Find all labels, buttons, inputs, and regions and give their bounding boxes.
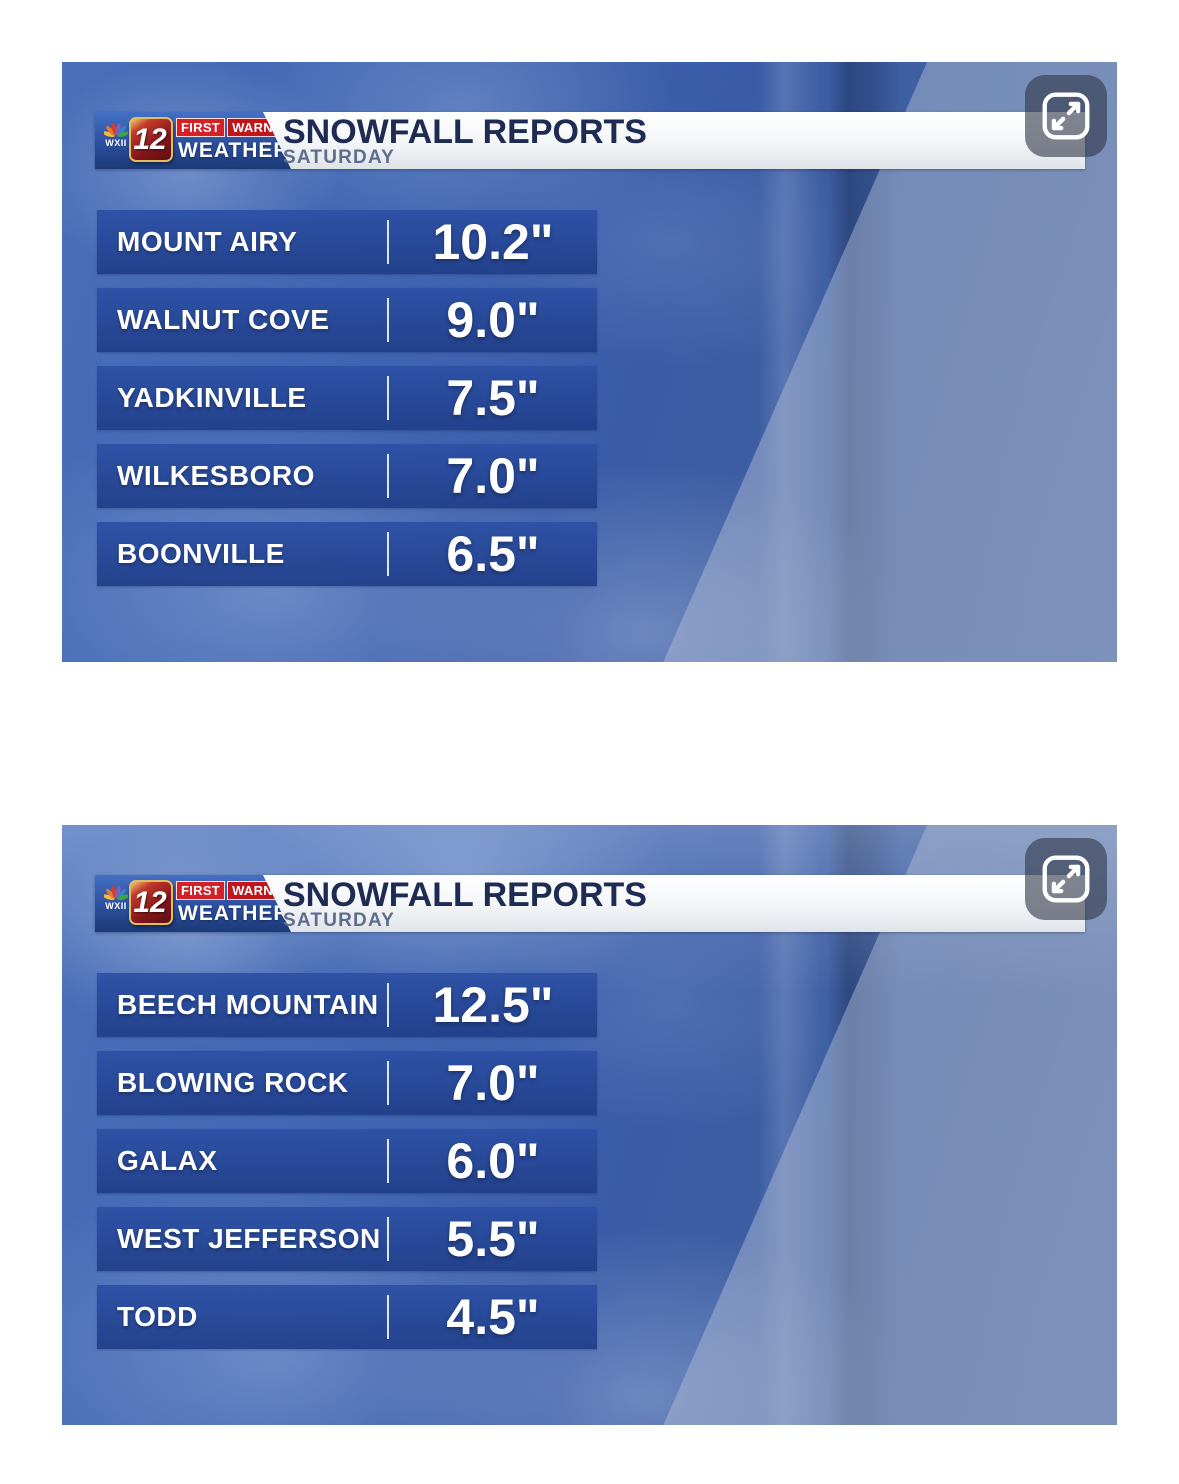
graphic-subtitle: SATURDAY (283, 910, 396, 931)
snowfall-graphic-1: WXII 12 FIRST WARNING WEATHER SNOWFALL R… (62, 62, 1117, 662)
snowfall-graphic-2: WXII 12 FIRST WARNING WEATHER SNOWFALL R… (62, 825, 1117, 1425)
expand-arrows-icon (1042, 855, 1090, 903)
expand-button[interactable] (1025, 75, 1107, 157)
table-row: TODD 4.5" (97, 1285, 597, 1349)
snowfall-amount: 6.0" (446, 1133, 540, 1189)
table-row: BOONVILLE 6.5" (97, 522, 597, 586)
channel-12-badge: 12 (129, 880, 173, 925)
location-label: WILKESBORO (117, 460, 315, 491)
nbc-peacock-icon (104, 122, 128, 137)
expand-button[interactable] (1025, 838, 1107, 920)
row-divider (387, 1295, 389, 1339)
snowfall-amount: 5.5" (446, 1211, 540, 1267)
snowfall-amount: 7.5" (446, 370, 540, 426)
location-label: WALNUT COVE (117, 304, 330, 335)
snowfall-amount: 6.5" (446, 526, 540, 582)
graphic-title: SNOWFALL REPORTS (283, 113, 647, 151)
location-label: BEECH MOUNTAIN (117, 989, 379, 1020)
row-divider (387, 454, 389, 498)
location-label: BLOWING ROCK (117, 1067, 349, 1098)
location-label: BOONVILLE (117, 538, 285, 569)
station-logo-box: WXII 12 FIRST WARNING WEATHER (95, 875, 291, 932)
snowfall-amount: 9.0" (446, 292, 540, 348)
table-row: WEST JEFFERSON 5.5" (97, 1207, 597, 1271)
snowfall-amount: 7.0" (446, 1055, 540, 1111)
title-block: SNOWFALL REPORTS SATURDAY (283, 876, 647, 931)
call-letters: WXII (105, 138, 127, 148)
channel-number: 12 (133, 885, 167, 919)
snowfall-amount: 7.0" (446, 448, 540, 504)
row-divider (387, 1061, 389, 1105)
snowfall-amount: 4.5" (446, 1289, 540, 1345)
row-divider (387, 1217, 389, 1261)
location-label: MOUNT AIRY (117, 226, 298, 257)
location-label: YADKINVILLE (117, 382, 307, 413)
title-block: SNOWFALL REPORTS SATURDAY (283, 113, 647, 168)
table-row: WILKESBORO 7.0" (97, 444, 597, 508)
station-id: WXII (102, 121, 130, 148)
header-banner: WXII 12 FIRST WARNING WEATHER SNOWFALL R… (95, 112, 1085, 169)
row-divider (387, 298, 389, 342)
brand-weather-label: WEATHER (178, 902, 290, 925)
station-logo-box: WXII 12 FIRST WARNING WEATHER (95, 112, 291, 169)
station-id: WXII (102, 884, 130, 911)
graphic-subtitle: SATURDAY (283, 147, 396, 168)
table-row: YADKINVILLE 7.5" (97, 366, 597, 430)
location-label: GALAX (117, 1145, 218, 1176)
table-row: BLOWING ROCK 7.0" (97, 1051, 597, 1115)
table-row: MOUNT AIRY 10.2" (97, 210, 597, 274)
location-label: WEST JEFFERSON (117, 1223, 381, 1254)
call-letters: WXII (105, 901, 127, 911)
graphic-title: SNOWFALL REPORTS (283, 876, 647, 914)
nbc-peacock-icon (104, 885, 128, 900)
table-row: BEECH MOUNTAIN 12.5" (97, 973, 597, 1037)
channel-12-badge: 12 (129, 117, 173, 162)
channel-number: 12 (133, 122, 167, 156)
row-divider (387, 1139, 389, 1183)
expand-arrows-icon (1042, 92, 1090, 140)
row-divider (387, 983, 389, 1027)
brand-first-label: FIRST (176, 118, 226, 137)
row-divider (387, 532, 389, 576)
snowfall-table: BEECH MOUNTAIN 12.5" BLOWING ROCK 7.0" G… (97, 973, 597, 1363)
snowfall-amount: 10.2" (432, 214, 554, 270)
row-divider (387, 376, 389, 420)
table-row: WALNUT COVE 9.0" (97, 288, 597, 352)
header-banner: WXII 12 FIRST WARNING WEATHER SNOWFALL R… (95, 875, 1085, 932)
brand-weather-label: WEATHER (178, 139, 290, 162)
row-divider (387, 220, 389, 264)
brand-first-label: FIRST (176, 881, 226, 900)
snowfall-amount: 12.5" (432, 977, 554, 1033)
table-row: GALAX 6.0" (97, 1129, 597, 1193)
snowfall-table: MOUNT AIRY 10.2" WALNUT COVE 9.0" YADKIN… (97, 210, 597, 600)
location-label: TODD (117, 1301, 198, 1332)
